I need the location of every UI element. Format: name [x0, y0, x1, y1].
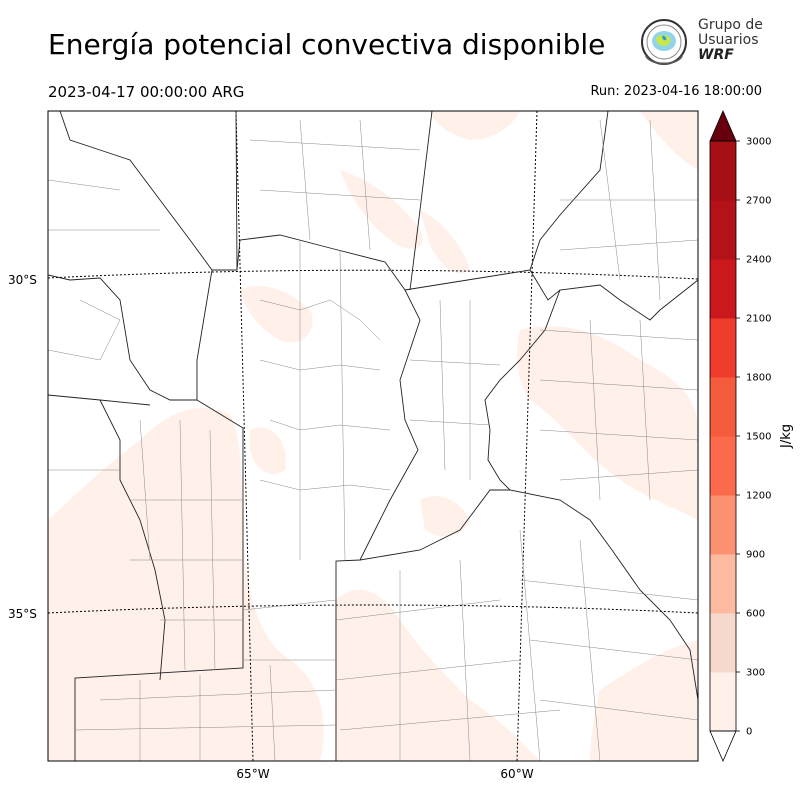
- colorbar-extend-min: [709, 730, 737, 763]
- run-time: Run: 2023-04-16 18:00:00: [590, 84, 762, 99]
- colorbar-tick-label: 3000: [746, 137, 771, 148]
- colorbar-segment: [710, 436, 736, 496]
- lon-label-65w: 65°W: [236, 767, 269, 781]
- lon-label-60w: 60°W: [500, 767, 533, 781]
- cape-shading-low: [48, 111, 698, 761]
- valid-time: 2023-04-17 00:00:00 ARG: [48, 83, 245, 101]
- colorbar-tick-label: 0: [746, 727, 752, 738]
- colorbar-segment: [710, 672, 736, 732]
- colorbar-tick-label: 1800: [746, 373, 771, 384]
- province-borders: [48, 111, 698, 761]
- colorbar-segment: [710, 259, 736, 319]
- logo-line3: WRF: [698, 47, 734, 63]
- colorbar-tick-label: 2700: [746, 196, 771, 207]
- colorbar-tick-label: 900: [746, 550, 765, 561]
- colorbar: 0 300 600 900 1200 1500 1800 2100 2400 2700 3000: [709, 109, 771, 763]
- colorbar-segment: [710, 495, 736, 555]
- graticule: [48, 111, 698, 761]
- logo-line1: Grupo de: [698, 17, 763, 33]
- colorbar-tick-label: 600: [746, 609, 765, 620]
- logo-line2: Usuarios: [698, 32, 759, 48]
- colorbar-segment: [710, 377, 736, 437]
- department-borders: [48, 119, 698, 761]
- colorbar-segment: [710, 613, 736, 673]
- wrf-users-logo: Grupo de Usuarios WRF: [636, 16, 766, 72]
- colorbar-extend-max: [709, 109, 737, 142]
- colorbar-segment: [710, 318, 736, 378]
- colorbar-tick-label: 2400: [746, 255, 771, 266]
- colorbar-segment: [710, 554, 736, 614]
- colorbar-tick-label: 1200: [746, 491, 771, 502]
- colorbar-tick-label: 300: [746, 668, 765, 679]
- colorbar-tick-label: 2100: [746, 314, 771, 325]
- colorbar-segment: [710, 141, 736, 201]
- map-frame: [47, 110, 699, 762]
- colorbar-unit-label: J/kg: [779, 424, 794, 449]
- page-title: Energía potencial convectiva disponible: [48, 28, 606, 61]
- lat-label-30s: 30°S: [8, 273, 37, 287]
- lat-label-35s: 35°S: [8, 607, 37, 621]
- colorbar-segment: [710, 200, 736, 260]
- globe-emblem-icon: [641, 19, 687, 65]
- colorbar-tick-label: 1500: [746, 432, 771, 443]
